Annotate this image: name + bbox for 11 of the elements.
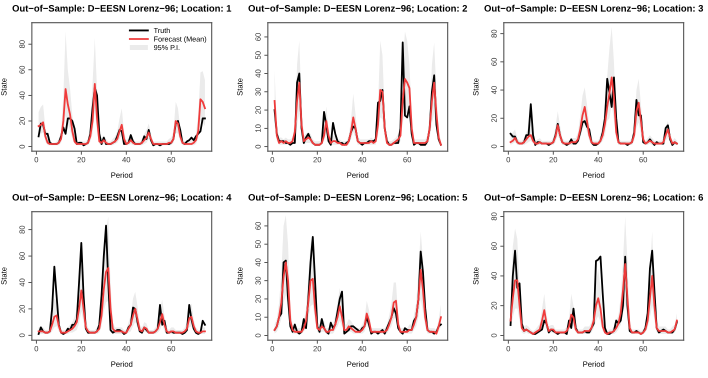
chart-title: Out−of−Sample: D−EESN Lorenz−96; Location: 1 (12, 4, 232, 14)
chart-title: Out−of−Sample: D−EESN Lorenz−96; Location: 5 (248, 194, 468, 203)
chart-title: Out−of−Sample: D−EESN Lorenz−96; Location: 6 (484, 194, 704, 203)
line-series (510, 263, 678, 335)
line-series (274, 78, 442, 146)
line-series (510, 250, 678, 335)
line-series (38, 267, 206, 334)
line-series (274, 262, 442, 335)
chart-title: Out−of−Sample: D−EESN Lorenz−96; Location: 3 (484, 4, 704, 14)
chart-title: Out−of−Sample: D−EESN Lorenz−96; Location: 2 (248, 4, 468, 14)
chart-title: Out−of−Sample: D−EESN Lorenz−96; Location: 4 (12, 194, 232, 203)
